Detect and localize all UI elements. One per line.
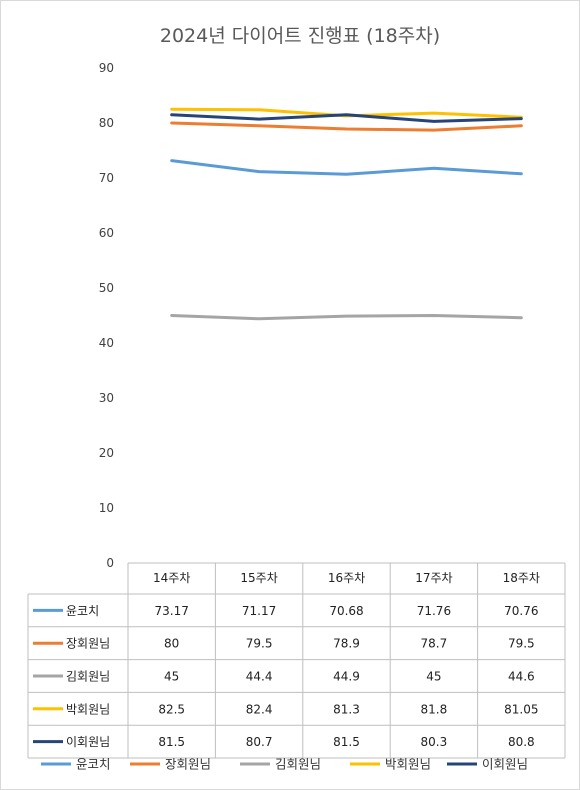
table-cell-value: 45 (426, 670, 441, 684)
table-cell-value: 82.4 (246, 702, 273, 716)
legend-entry: 장회원님 (165, 757, 211, 772)
table-series-name: 박회원님 (66, 702, 110, 716)
legend-entry: 윤코치 (76, 757, 111, 772)
x-category-label: 15주차 (240, 571, 277, 585)
y-tick-label: 90 (99, 61, 114, 75)
y-tick-label: 60 (99, 226, 114, 240)
x-category-label: 14주차 (153, 571, 190, 585)
table-cell-value: 45 (164, 670, 179, 684)
series-line (170, 121, 523, 132)
chart-title: 2024년 다이어트 진행표 (18주차) (160, 25, 440, 47)
table-series-name: 김회원님 (66, 670, 110, 684)
table-cell-value: 81.3 (333, 702, 360, 716)
table-cell-value: 70.68 (329, 604, 363, 618)
table-cell-value: 81.5 (333, 735, 360, 749)
table-cell-value: 78.7 (421, 637, 448, 651)
table-cell-value: 81.8 (421, 702, 448, 716)
legend-entry: 김회원님 (275, 757, 321, 772)
y-tick-label: 20 (99, 446, 114, 460)
table-cell-value: 78.9 (333, 637, 360, 651)
y-tick-label: 70 (99, 171, 114, 185)
table-cell-value: 80.8 (508, 735, 535, 749)
table-cell-value: 44.4 (246, 670, 273, 684)
table-cell-value: 44.9 (333, 670, 360, 684)
table-cell-value: 81.05 (504, 702, 538, 716)
table-cell-value: 80 (164, 637, 179, 651)
legend-entry: 이회원님 (482, 757, 528, 772)
table-cell-value: 70.76 (504, 604, 538, 618)
table-series-name: 이회원님 (66, 735, 110, 749)
table-cell-value: 80.7 (246, 735, 273, 749)
table-cell-value: 71.17 (242, 604, 276, 618)
y-tick-label: 30 (99, 391, 114, 405)
table-cell-value: 44.6 (508, 670, 535, 684)
legend-entry: 박회원님 (385, 757, 431, 772)
y-axis: 0 10 20 30 40 50 60 70 80 90 (99, 61, 114, 570)
y-tick-label: 40 (99, 336, 114, 350)
series-line (170, 113, 523, 123)
y-tick-label: 50 (99, 281, 114, 295)
y-tick-label: 10 (99, 501, 114, 515)
plot-area (170, 107, 523, 321)
series-line (170, 159, 523, 176)
x-category-label: 17주차 (415, 571, 452, 585)
table-cell-value: 79.5 (246, 637, 273, 651)
table-cell-value: 79.5 (508, 637, 535, 651)
table-cell-value: 73.17 (155, 604, 189, 618)
series-line (170, 314, 523, 321)
y-tick-label: 0 (106, 556, 114, 570)
x-category-label: 16주차 (328, 571, 365, 585)
table-cell-value: 82.5 (158, 702, 185, 716)
table-cell-value: 80.3 (421, 735, 448, 749)
x-category-label: 18주차 (503, 571, 540, 585)
table-series-name: 장회원님 (66, 637, 110, 651)
legend: 윤코치 장회원님 김회원님 박회원님 이회원님 (41, 757, 528, 772)
table-series-name: 윤코치 (66, 604, 99, 618)
table-cell-value: 81.5 (158, 735, 185, 749)
y-tick-label: 80 (99, 116, 114, 130)
table-cell-value: 71.76 (417, 604, 451, 618)
